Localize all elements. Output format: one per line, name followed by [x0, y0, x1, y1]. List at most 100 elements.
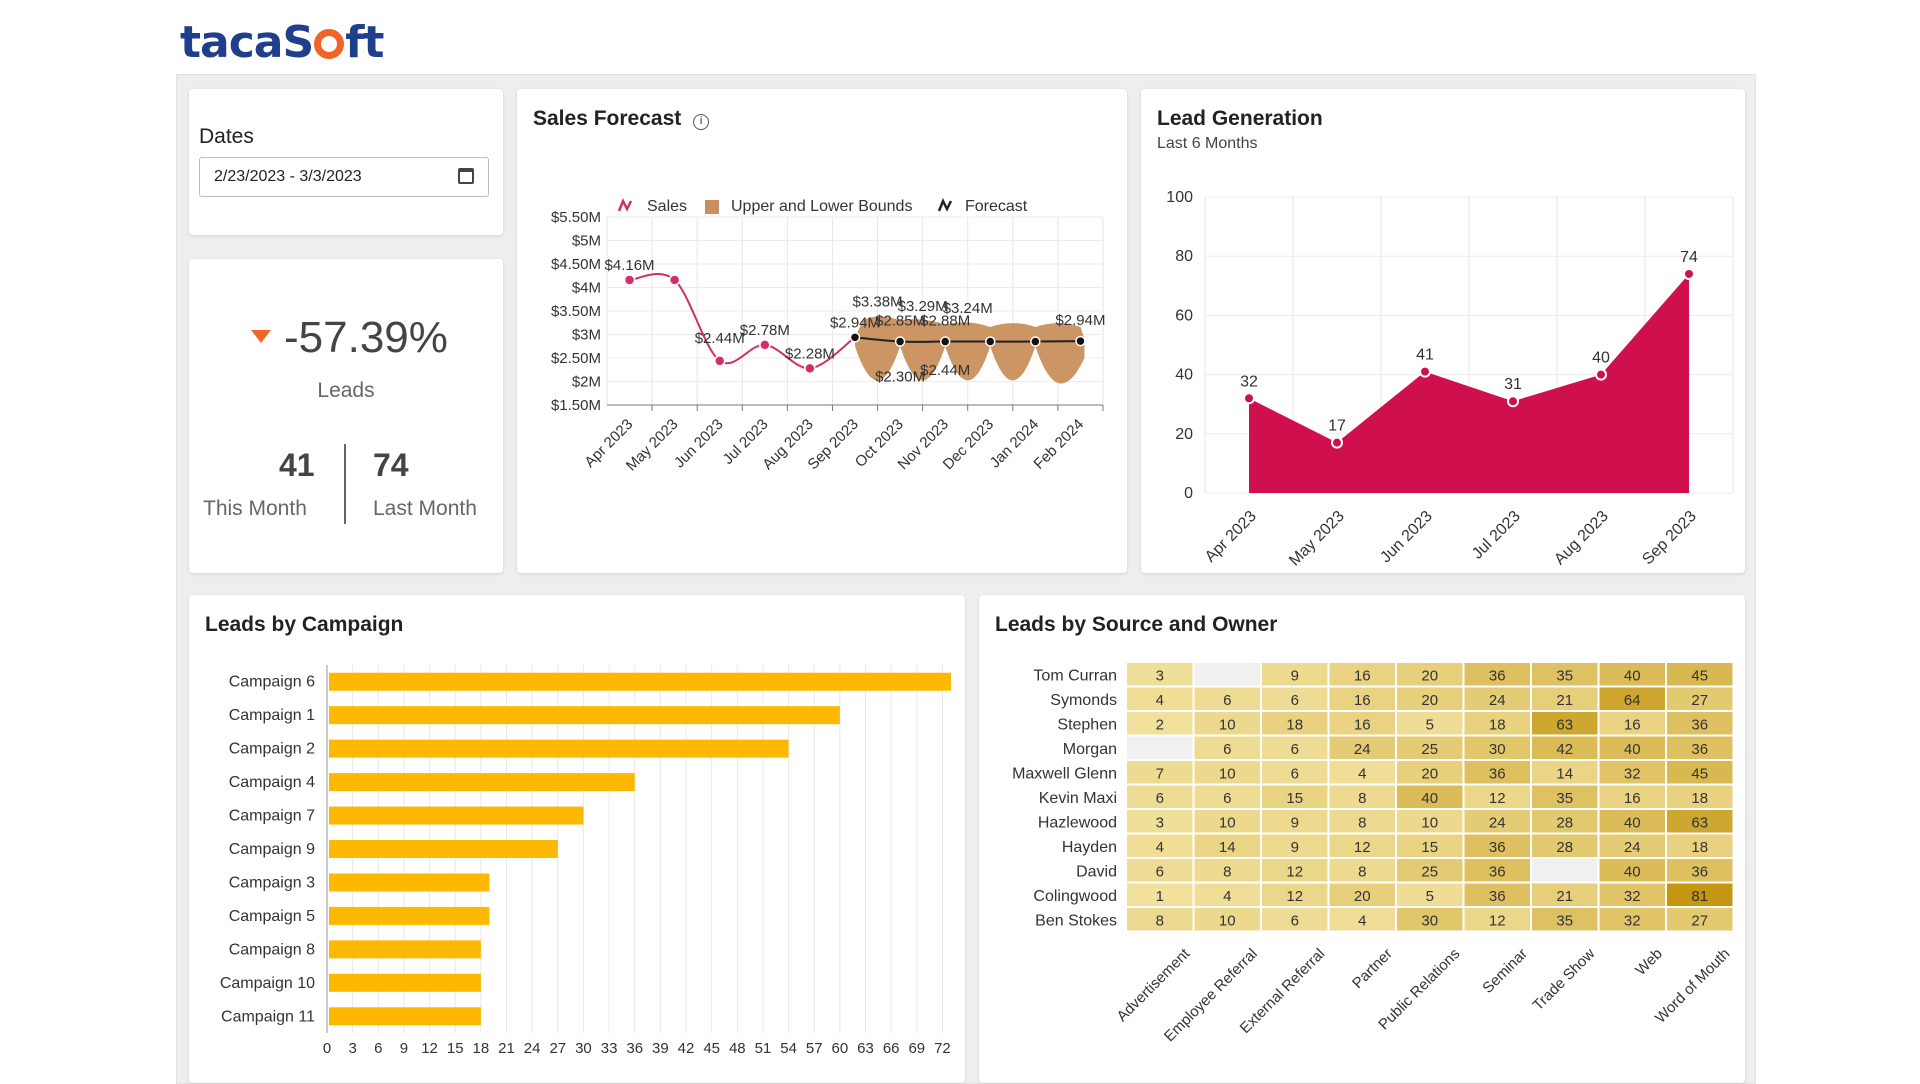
lg-x-tick-label: Jun 2023 [1377, 508, 1436, 567]
sf-data-points [623, 274, 1086, 375]
lc-y-tick-label: Campaign 6 [229, 674, 315, 691]
info-icon[interactable]: i [693, 114, 710, 130]
hm-cell [1599, 859, 1665, 882]
hm-cell [1464, 883, 1530, 906]
hm-cell [1464, 663, 1530, 686]
leads-label: Leads [317, 379, 375, 402]
sf-x-tick-label: Feb 2024 [1030, 416, 1087, 473]
hm-cell [1397, 785, 1463, 808]
hm-cell [1532, 810, 1598, 833]
lc-x-tick-label: 12 [421, 1040, 438, 1057]
hm-cell-value: 16 [1354, 692, 1371, 709]
hm-cell-value: 27 [1691, 912, 1708, 929]
hm-cell [1464, 736, 1530, 759]
hm-cell-value: 32 [1624, 888, 1641, 905]
hm-cell [1194, 761, 1260, 784]
hm-cell-value: 45 [1691, 667, 1708, 684]
hm-cell [1397, 859, 1463, 882]
lc-y-tick-label: Campaign 3 [229, 874, 315, 891]
calendar-icon[interactable] [458, 168, 474, 184]
sf-forecast-point [939, 336, 951, 347]
hm-cell-value: 36 [1489, 839, 1506, 856]
hm-cell-value: 40 [1624, 667, 1641, 684]
hm-cell-value: 4 [1156, 839, 1164, 856]
hm-cell [1464, 908, 1530, 931]
hm-cell [1127, 736, 1193, 759]
hm-cell-value: 36 [1691, 741, 1708, 758]
hm-cell-value: 36 [1489, 667, 1506, 684]
hm-cell-value: 6 [1291, 765, 1299, 782]
hm-cell-value: 20 [1421, 667, 1438, 684]
hm-cell-value: 24 [1624, 839, 1641, 856]
hm-cell [1599, 834, 1665, 857]
lc-x-tick-label: 27 [549, 1040, 566, 1057]
lg-y-tick-label: 60 [1175, 307, 1193, 324]
lc-x-tick-label: 21 [498, 1040, 515, 1057]
lc-x-tick-label: 72 [934, 1040, 951, 1057]
hm-cell [1397, 736, 1463, 759]
hm-cell [1599, 785, 1665, 808]
hm-cell [1397, 663, 1463, 686]
lc-x-tick-label: 3 [348, 1040, 356, 1057]
hm-cell [1127, 785, 1193, 808]
hm-cell-value: 42 [1556, 741, 1573, 758]
lc-x-tick-label: 9 [400, 1040, 408, 1057]
hm-row-labels: Tom Curran Symonds Stephen Morgan Maxwell Gl… [1012, 667, 1117, 929]
hm-cell-value: 64 [1624, 692, 1641, 709]
lead-generation-subtitle: Last 6 Months [1157, 135, 1258, 152]
sf-y-tick-label: $2.50M [551, 350, 601, 367]
hm-cell [1262, 712, 1328, 735]
sf-data-label: $4.16M [605, 257, 655, 274]
hm-cell [1397, 908, 1463, 931]
lc-y-tick-label: Campaign 8 [229, 941, 315, 958]
sales-legend-icon [617, 197, 633, 212]
lc-x-tick-label: 15 [447, 1040, 464, 1057]
lc-y-tick-label: Campaign 1 [229, 707, 315, 724]
hm-cell-value: 28 [1556, 814, 1573, 831]
hm-cell [1262, 663, 1328, 686]
hm-cell-value: 63 [1691, 814, 1708, 831]
hm-cell-value: 20 [1421, 692, 1438, 709]
hm-cell [1532, 712, 1598, 735]
hm-cell [1194, 785, 1260, 808]
sf-x-tick-label: Jun 2023 [671, 416, 727, 472]
date-range-value: 2/23/2023 - 3/3/2023 [214, 168, 362, 185]
sf-legend: Sales Upper and Lower Bounds Forecast [617, 197, 1028, 215]
lg-data-label: 74 [1680, 249, 1698, 266]
hm-cell-value: 36 [1489, 863, 1506, 880]
hm-cell-value: 24 [1489, 814, 1506, 831]
hm-cell [1329, 736, 1395, 759]
hm-cell [1127, 712, 1193, 735]
hm-cell-value: 7 [1156, 765, 1164, 782]
leads-by-campaign-card: Leads by Campaign Campaign 6 Campaign 1 Ca… [189, 595, 965, 1083]
hm-cell-value: 35 [1556, 667, 1573, 684]
sf-y-tick-label: $4.50M [551, 256, 601, 273]
lc-bar [329, 672, 951, 691]
hm-cell [1667, 834, 1733, 857]
hm-cell [1667, 663, 1733, 686]
lc-x-tick-label: 60 [832, 1040, 849, 1057]
hm-cell-value: 14 [1219, 839, 1236, 856]
down-arrow-icon [251, 330, 271, 343]
hm-cell [1397, 834, 1463, 857]
sf-y-axis: $1.50M $2M $2.50M $3M $3.50M $4M $4.50M $5M $5.5… [551, 209, 601, 414]
hm-cell-value: 16 [1624, 790, 1641, 807]
hm-cell [1262, 785, 1328, 808]
lc-y-tick-label: Campaign 9 [229, 841, 315, 858]
lg-data-label: 41 [1416, 347, 1434, 364]
gear-logo-icon [314, 29, 345, 59]
lg-data-label: 32 [1240, 373, 1258, 390]
hm-cell-value: 12 [1354, 839, 1371, 856]
sf-y-tick-label: $4M [572, 280, 601, 297]
lg-point [1683, 267, 1695, 280]
date-range-input[interactable]: 2/23/2023 - 3/3/2023 [199, 157, 489, 197]
lc-x-tick-label: 6 [374, 1040, 382, 1057]
sf-data-label: $2.44M [695, 330, 745, 347]
sf-data-label: $3.29M [898, 298, 948, 315]
lc-y-tick-label: Campaign 7 [229, 808, 315, 825]
lg-data-label: 40 [1592, 350, 1610, 367]
hm-cell-value: 9 [1291, 814, 1299, 831]
lc-y-tick-label: Campaign 4 [229, 774, 315, 791]
hm-cell-value: 6 [1156, 863, 1164, 880]
